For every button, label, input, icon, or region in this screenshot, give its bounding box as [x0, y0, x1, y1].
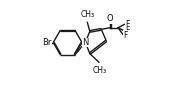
Text: O: O: [107, 14, 113, 23]
Text: CH₃: CH₃: [80, 10, 94, 19]
Text: Br: Br: [42, 38, 52, 47]
Text: F: F: [125, 20, 130, 29]
Text: CH₃: CH₃: [93, 66, 107, 75]
Text: N: N: [82, 38, 88, 47]
Text: F: F: [123, 31, 127, 40]
Text: F: F: [125, 27, 130, 36]
